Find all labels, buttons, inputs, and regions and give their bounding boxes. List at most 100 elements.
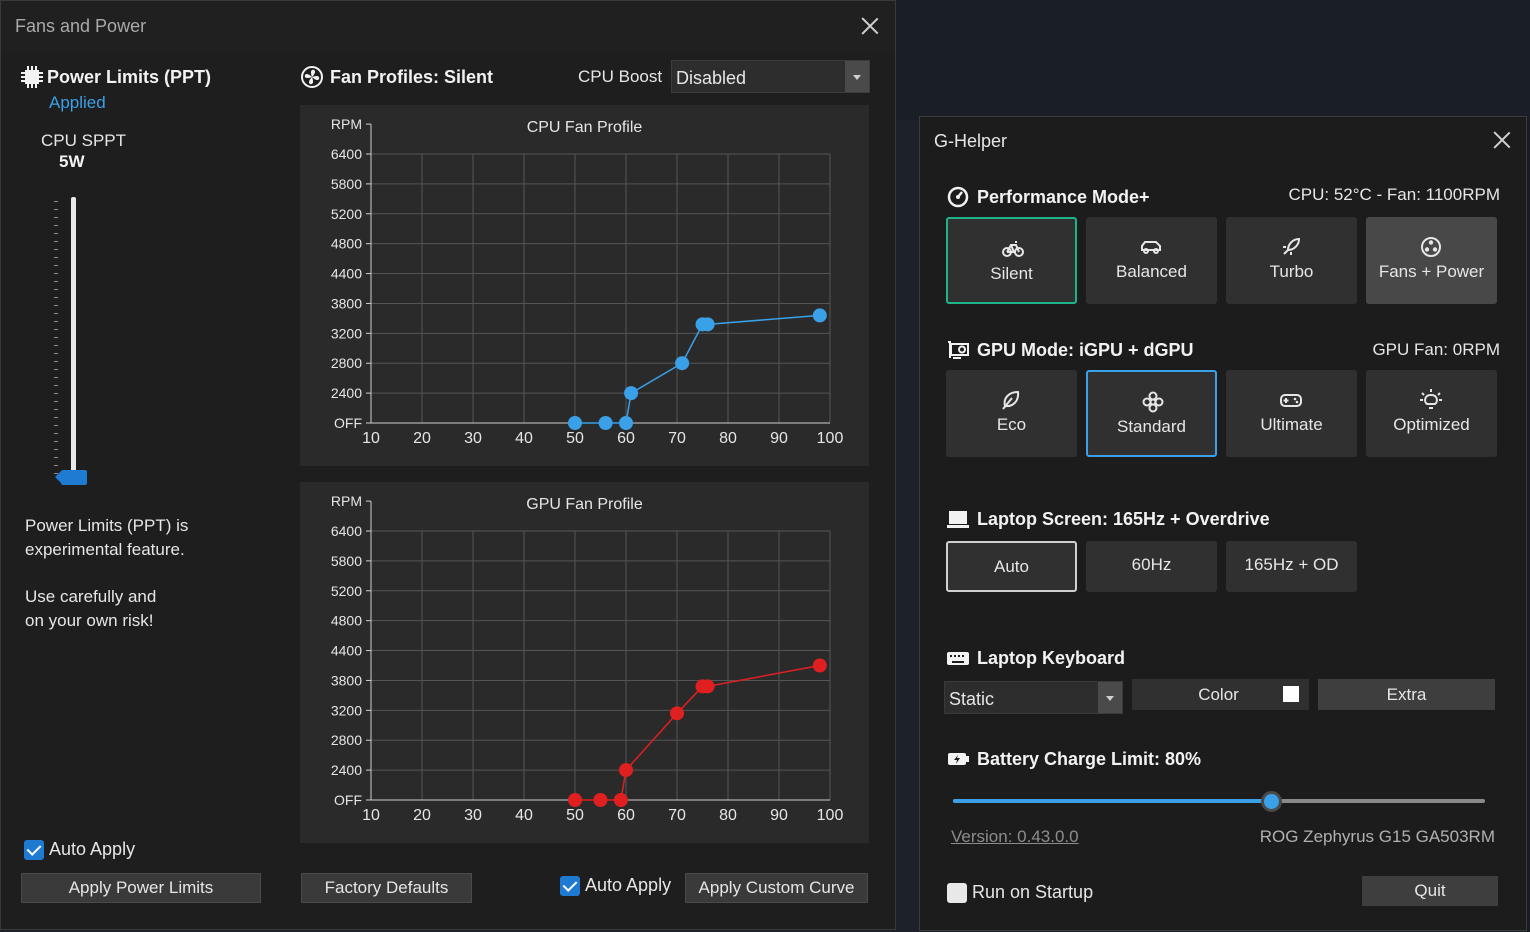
leaf-icon bbox=[1002, 390, 1020, 410]
y-tick-label: 5800 bbox=[331, 553, 362, 569]
y-tick-label: 3800 bbox=[331, 672, 362, 688]
laptop-model: ROG Zephyrus G15 GA503RM bbox=[1259, 827, 1495, 846]
y-tick-label: 4400 bbox=[331, 266, 362, 282]
screen-60hz-button[interactable]: 60Hz bbox=[1086, 541, 1217, 592]
keyboard-extra-button[interactable]: Extra bbox=[1318, 679, 1495, 710]
gpu-optimized-button[interactable]: Optimized bbox=[1366, 370, 1497, 457]
screen-auto-button[interactable]: Auto bbox=[946, 541, 1077, 592]
mode-balanced-button[interactable]: Balanced bbox=[1086, 217, 1217, 304]
gpu-fan-status: GPU Fan: 0RPM bbox=[1372, 340, 1500, 359]
power-auto-apply-checkbox[interactable] bbox=[24, 840, 44, 860]
x-tick-label: 70 bbox=[668, 430, 686, 447]
y-tick-label: 2400 bbox=[331, 385, 362, 401]
curve-auto-apply-label[interactable]: Auto Apply bbox=[585, 875, 672, 895]
y-tick-label: 5200 bbox=[331, 583, 362, 599]
cpu-boost-select[interactable]: Disabled bbox=[671, 60, 870, 93]
data-point bbox=[700, 679, 715, 694]
curve-auto-apply-checkbox[interactable] bbox=[560, 876, 580, 896]
car-icon bbox=[1141, 241, 1161, 254]
gpu-card-icon bbox=[948, 341, 969, 359]
power-warning-note: Power Limits (PPT) is experimental featu… bbox=[25, 514, 188, 562]
y-tick-label: 6400 bbox=[331, 523, 362, 539]
color-label: Color bbox=[1198, 685, 1239, 704]
gpu-mode-label: Ultimate bbox=[1260, 415, 1323, 434]
x-tick-label: 90 bbox=[770, 807, 788, 824]
x-tick-label: 50 bbox=[566, 807, 584, 824]
close-icon[interactable] bbox=[857, 13, 883, 39]
gpu-fan-profile-chart[interactable]: GPU Fan Profile OFF 2400 2800 3200 3800 4400 48… bbox=[300, 482, 869, 843]
x-tick-label: 100 bbox=[817, 807, 844, 824]
y-tick-label: 5800 bbox=[331, 176, 362, 192]
y-tick-label: 4800 bbox=[331, 613, 362, 629]
fans-and-power-window: Fans and Power Power Limits (PPT) Applie… bbox=[0, 0, 896, 930]
gamepad-icon bbox=[1280, 394, 1302, 407]
data-point bbox=[613, 793, 628, 807]
keyboard-color-button[interactable]: Color bbox=[1132, 679, 1309, 710]
x-tick-label: 70 bbox=[668, 807, 686, 824]
power-limits-title: Power Limits (PPT) bbox=[47, 67, 212, 87]
chart-svg: CPU Fan Profile OFF 2400 2800 3200 3800 4400 48… bbox=[331, 116, 844, 447]
close-icon[interactable] bbox=[1489, 127, 1515, 153]
note-line: on your own risk! bbox=[25, 611, 154, 630]
cpu-boost-label: CPU Boost bbox=[578, 67, 663, 86]
cpu-sppt-value: 5W bbox=[59, 152, 85, 171]
color-swatch bbox=[1283, 686, 1299, 702]
x-tick-label: 30 bbox=[464, 807, 482, 824]
gpu-eco-button[interactable]: Eco bbox=[946, 370, 1077, 457]
gpu-mode-label: Eco bbox=[996, 415, 1027, 434]
sppt-slider-ticks bbox=[54, 201, 58, 479]
cpu-fan-profile-chart[interactable]: CPU Fan Profile OFF 2400 2800 3200 3800 4400 48… bbox=[300, 105, 869, 466]
mode-turbo-button[interactable]: Turbo bbox=[1226, 217, 1357, 304]
chevron-down-icon[interactable] bbox=[845, 61, 869, 92]
gpu-mode-label: Standard bbox=[1117, 417, 1186, 436]
bicycle-icon bbox=[1002, 241, 1024, 257]
cpu-sppt-label: CPU SPPT bbox=[41, 131, 127, 150]
screen-mode-label: 60Hz bbox=[1131, 555, 1172, 574]
y-tick-label: OFF bbox=[334, 792, 362, 808]
sppt-slider-thumb[interactable] bbox=[55, 470, 87, 485]
fan-icon bbox=[1421, 237, 1441, 257]
power-auto-apply-label[interactable]: Auto Apply bbox=[49, 839, 136, 859]
screen-mode-label: Auto bbox=[994, 557, 1029, 576]
laptop-keyboard-title: Laptop Keyboard bbox=[977, 648, 1126, 668]
apply-power-limits-button[interactable]: Apply Power Limits bbox=[21, 873, 261, 903]
keyboard-mode-select[interactable]: Static bbox=[944, 681, 1123, 714]
fan-profiles-title: Fan Profiles: Silent bbox=[330, 67, 494, 87]
sppt-slider-track[interactable] bbox=[71, 197, 76, 479]
y-tick-label: RPM bbox=[331, 116, 362, 132]
flower-icon bbox=[1142, 391, 1164, 413]
gpu-mode-label: Optimized bbox=[1393, 415, 1470, 434]
factory-defaults-button[interactable]: Factory Defaults bbox=[301, 873, 472, 903]
battery-limit-fill bbox=[953, 799, 1271, 803]
apply-custom-curve-button[interactable]: Apply Custom Curve bbox=[685, 873, 868, 903]
data-point bbox=[624, 386, 639, 401]
run-on-startup-checkbox[interactable] bbox=[947, 883, 967, 903]
data-point bbox=[670, 706, 684, 721]
run-on-startup-label[interactable]: Run on Startup bbox=[972, 882, 1094, 902]
y-tick-label: 3200 bbox=[331, 325, 362, 341]
sparkle-bulb-icon bbox=[1420, 389, 1442, 409]
y-tick-label: 6400 bbox=[331, 146, 362, 162]
mode-silent-button[interactable]: Silent bbox=[946, 217, 1077, 304]
y-tick-label: 2400 bbox=[331, 762, 362, 778]
cpu-fan-status: CPU: 52°C - Fan: 1100RPM bbox=[1288, 185, 1500, 204]
mode-label: Fans + Power bbox=[1378, 262, 1485, 281]
screen-165hz-od-button[interactable]: 165Hz + OD bbox=[1226, 541, 1357, 592]
quit-button[interactable]: Quit bbox=[1362, 876, 1498, 906]
version-link[interactable]: Version: 0.43.0.0 bbox=[951, 827, 1079, 846]
x-tick-label: 50 bbox=[566, 430, 584, 447]
chevron-down-icon[interactable] bbox=[1098, 682, 1122, 713]
data-point bbox=[619, 763, 633, 778]
keyboard-mode-value: Static bbox=[949, 689, 995, 709]
cpu-chip-icon bbox=[21, 66, 43, 88]
gpu-standard-button[interactable]: Standard bbox=[1086, 370, 1217, 457]
fans-titlebar: Fans and Power bbox=[1, 1, 895, 51]
x-tick-label: 10 bbox=[362, 807, 380, 824]
data-point bbox=[619, 416, 633, 430]
gpu-ultimate-button[interactable]: Ultimate bbox=[1226, 370, 1357, 457]
mode-fans-power-button[interactable]: Fans + Power bbox=[1366, 217, 1497, 304]
power-status: Applied bbox=[49, 93, 106, 112]
y-tick-label: 5200 bbox=[331, 206, 362, 222]
mode-label: Turbo bbox=[1269, 262, 1314, 281]
battery-limit-thumb[interactable] bbox=[1261, 791, 1282, 812]
